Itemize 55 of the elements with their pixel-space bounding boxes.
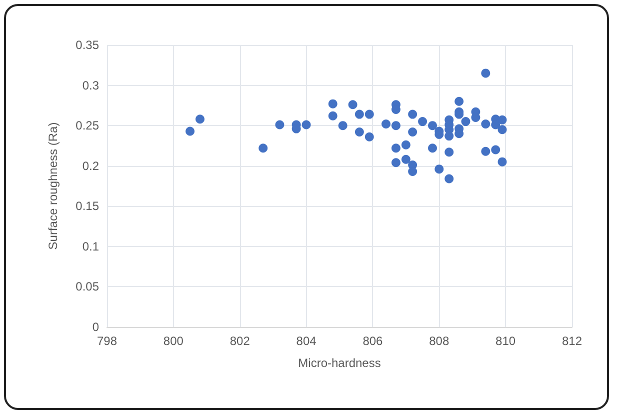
x-tick-label: 802 xyxy=(230,334,250,348)
point xyxy=(328,111,338,120)
x-tick-label: 800 xyxy=(163,334,184,348)
point xyxy=(364,132,374,142)
point xyxy=(444,148,454,157)
point xyxy=(481,146,490,156)
point xyxy=(408,128,418,137)
point xyxy=(401,140,410,150)
point xyxy=(444,132,454,141)
point xyxy=(498,157,507,166)
point xyxy=(354,110,364,119)
y-tick-label: 0.1 xyxy=(82,239,100,254)
point xyxy=(444,174,454,184)
point xyxy=(401,154,410,164)
y-axis-title: Surface roughness (Ra) xyxy=(46,122,60,250)
point xyxy=(338,121,348,130)
point xyxy=(391,121,400,130)
y-tick-label: 0 xyxy=(92,320,100,334)
y-tick-label: 0.05 xyxy=(76,280,100,294)
point xyxy=(382,119,390,128)
point xyxy=(428,144,437,153)
y-tick-label: 0.15 xyxy=(76,199,100,214)
point xyxy=(428,121,437,130)
x-tick-label: 804 xyxy=(296,334,317,348)
point xyxy=(364,110,374,119)
point xyxy=(391,158,400,168)
point xyxy=(196,114,204,124)
point xyxy=(454,96,464,106)
point xyxy=(481,119,490,128)
point xyxy=(302,120,311,130)
point xyxy=(461,117,470,126)
x-tick-label: 806 xyxy=(362,334,384,348)
point xyxy=(481,68,490,78)
y-tick-label: 0.25 xyxy=(76,118,100,133)
y-tick-label: 0.2 xyxy=(82,158,100,173)
point xyxy=(498,125,507,134)
point xyxy=(186,126,195,136)
x-tick-label: 810 xyxy=(496,334,516,348)
x-tick-label: 798 xyxy=(96,334,118,348)
point xyxy=(491,145,500,154)
point xyxy=(391,144,400,153)
y-tick-label: 0.3 xyxy=(82,78,100,92)
point xyxy=(275,120,284,130)
y-tick-label: 0.35 xyxy=(76,38,100,52)
point xyxy=(354,128,364,137)
point xyxy=(258,144,268,153)
point xyxy=(328,99,338,108)
x-tick-label: 812 xyxy=(562,334,582,348)
point xyxy=(418,117,428,126)
x-tick-label: 808 xyxy=(429,334,450,348)
point xyxy=(434,164,444,174)
point xyxy=(408,167,418,176)
point xyxy=(408,110,418,119)
x-axis-title: Micro-hardness xyxy=(298,356,381,370)
point xyxy=(348,100,358,110)
